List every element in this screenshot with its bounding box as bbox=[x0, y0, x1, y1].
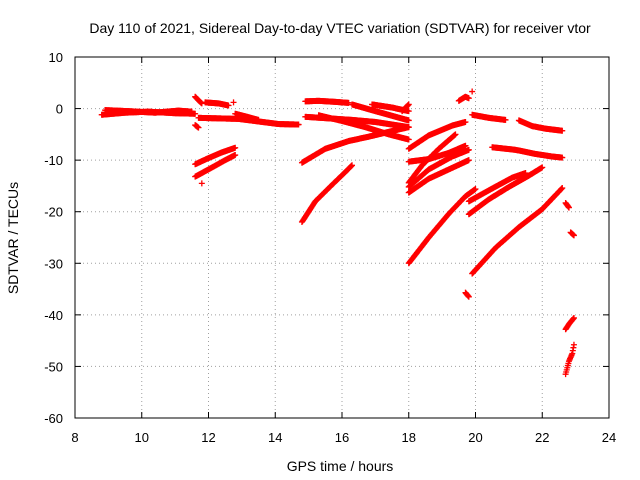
tick-layer: 8 10 12 14 16 18 20 22 24 -60 -50 -40 -30 -20 -10 0 10 bbox=[44, 50, 616, 445]
data-point bbox=[570, 232, 577, 239]
series-arc-11 bbox=[230, 99, 237, 106]
series-arc-12 bbox=[298, 124, 412, 166]
data-point bbox=[559, 127, 566, 134]
data-point bbox=[295, 121, 302, 128]
series-arc-20 bbox=[405, 157, 472, 196]
y-tick-label: -60 bbox=[44, 411, 63, 426]
data-point bbox=[195, 124, 202, 131]
x-tick-label: 20 bbox=[468, 430, 482, 445]
series-arc-34 bbox=[515, 117, 566, 134]
data-point bbox=[502, 116, 509, 123]
data-point bbox=[230, 99, 237, 106]
series-arc-07 bbox=[192, 122, 202, 131]
data-point bbox=[345, 99, 352, 106]
y-axis-title: SDTVAR / TECUs bbox=[5, 182, 21, 294]
x-tick-label: 22 bbox=[535, 430, 549, 445]
data-point bbox=[405, 101, 412, 108]
data-point bbox=[188, 108, 195, 115]
series-arc-19 bbox=[405, 186, 479, 267]
x-tick-label: 12 bbox=[201, 430, 215, 445]
x-tick-label: 24 bbox=[602, 430, 616, 445]
data-point bbox=[462, 142, 469, 149]
data-point bbox=[565, 204, 572, 211]
series-arc-21 bbox=[405, 146, 472, 190]
series-arc-13 bbox=[302, 97, 352, 106]
series-arc-26 bbox=[455, 93, 472, 104]
series-arc-08 bbox=[192, 144, 239, 168]
series-arc-09 bbox=[192, 151, 239, 180]
data-point bbox=[465, 293, 472, 300]
series-arc-28 bbox=[469, 111, 509, 123]
data-point bbox=[465, 157, 472, 164]
data-point bbox=[255, 116, 262, 123]
x-tick-label: 10 bbox=[135, 430, 149, 445]
series-arc-32 bbox=[462, 289, 472, 300]
data-point bbox=[405, 108, 412, 115]
chart-title: Day 110 of 2021, Sidereal Day-to-day VTE… bbox=[89, 20, 591, 36]
data-point bbox=[232, 144, 239, 151]
series-arc-36 bbox=[567, 229, 577, 239]
series-arc-38 bbox=[562, 341, 577, 378]
data-point bbox=[198, 180, 205, 187]
x-tick-label: 16 bbox=[335, 430, 349, 445]
data-point bbox=[472, 186, 479, 193]
y-tick-label: -10 bbox=[44, 153, 63, 168]
data-point bbox=[405, 136, 412, 143]
series-arc-27 bbox=[469, 88, 476, 95]
data-point bbox=[570, 314, 577, 321]
series-arc-02 bbox=[102, 107, 195, 116]
series-arc-35 bbox=[562, 199, 572, 211]
series-arc-37 bbox=[562, 314, 577, 333]
data-point bbox=[559, 184, 566, 191]
data-point bbox=[198, 100, 205, 107]
data-point bbox=[469, 88, 476, 95]
series-arc-15 bbox=[315, 112, 412, 143]
series-arc-10 bbox=[198, 180, 205, 187]
series-arc-29 bbox=[465, 170, 529, 205]
series-arc-16 bbox=[349, 101, 412, 124]
data-point bbox=[559, 154, 566, 161]
data-point bbox=[465, 95, 472, 102]
y-tick-label: 0 bbox=[56, 102, 63, 117]
y-tick-label: -30 bbox=[44, 256, 63, 271]
series-arc-25 bbox=[399, 101, 412, 115]
data-point bbox=[465, 146, 472, 153]
data-point bbox=[405, 124, 412, 131]
y-tick-label: -50 bbox=[44, 359, 63, 374]
y-tick-label: -40 bbox=[44, 308, 63, 323]
data-point bbox=[225, 102, 232, 109]
x-tick-label: 8 bbox=[71, 430, 78, 445]
series-arc-31 bbox=[469, 184, 566, 277]
series-arc-30 bbox=[465, 164, 546, 218]
series-arc-04 bbox=[202, 99, 232, 109]
x-tick-label: 18 bbox=[402, 430, 416, 445]
series-arc-24 bbox=[405, 118, 469, 152]
x-tick-label: 14 bbox=[268, 430, 282, 445]
series-arc-18 bbox=[298, 162, 356, 226]
data-point bbox=[232, 151, 239, 158]
data-point bbox=[192, 110, 199, 117]
x-axis-title: GPS time / hours bbox=[287, 458, 394, 474]
series-arc-06 bbox=[232, 110, 262, 123]
y-tick-label: -20 bbox=[44, 205, 63, 220]
data-point bbox=[462, 118, 469, 125]
series-arc-03 bbox=[192, 93, 205, 107]
y-tick-label: 10 bbox=[49, 50, 63, 65]
data-layer bbox=[98, 88, 577, 378]
data-point bbox=[570, 341, 577, 348]
series-arc-23 bbox=[405, 131, 459, 186]
data-point bbox=[452, 131, 459, 138]
series-arc-33 bbox=[489, 144, 566, 161]
data-point bbox=[349, 162, 356, 169]
data-point bbox=[539, 164, 546, 171]
data-point bbox=[405, 117, 412, 124]
